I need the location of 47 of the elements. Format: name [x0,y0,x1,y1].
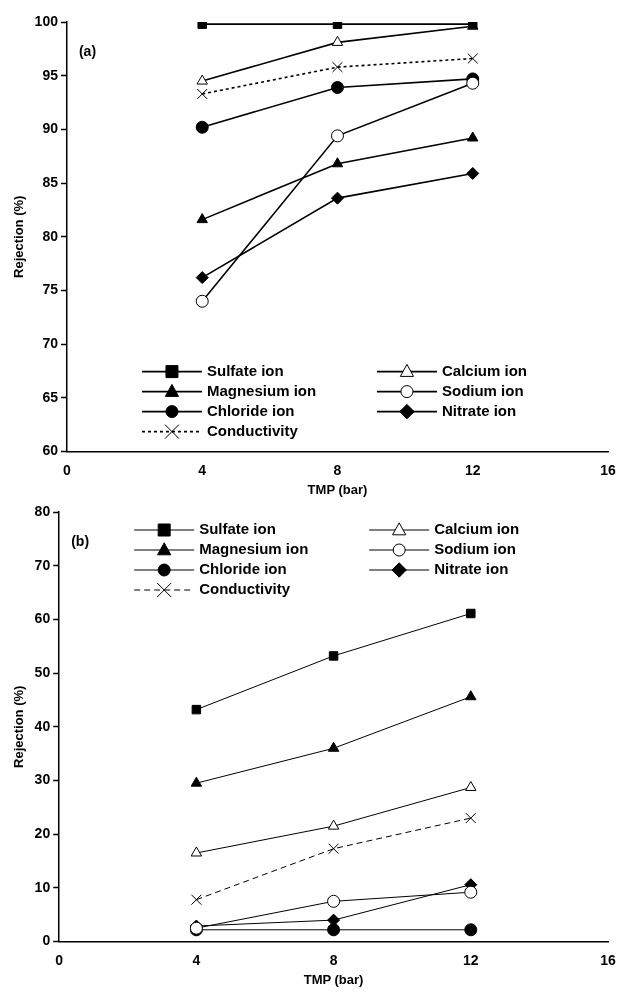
legend-label: Calcium ion [441,361,527,379]
y-tick-label: 70 [34,556,51,573]
y-tick-label: 40 [34,717,51,734]
x-axis-title: TMP (bar) [307,481,368,497]
x-tick-label: 8 [333,461,342,478]
x-tick-label: 4 [198,461,207,478]
legend-label: Sulfate ion [206,361,284,379]
legend-label: Magnesium ion [206,381,317,399]
legend-label: Nitrate ion [434,560,509,578]
x-tick-label: 16 [600,461,616,478]
legend-label: Conductivity [206,421,299,439]
legend-label: Magnesium ion [199,540,309,558]
x-tick-label: 16 [600,951,616,968]
x-tick-label: 12 [464,461,481,478]
x-tick-label: 12 [463,951,479,968]
y-tick-label: 90 [42,120,59,137]
y-tick-label: 30 [34,771,51,788]
y-tick-label: 75 [42,281,59,298]
y-tick-label: 60 [34,610,51,627]
legend-label: Sulfate ion [199,520,276,538]
legend-label: Calcium ion [434,520,520,538]
y-tick-label: 10 [34,878,51,895]
y-tick-label: 80 [42,227,59,244]
legend-label: Chloride ion [206,401,295,419]
y-tick-label: 80 [34,502,51,519]
y-tick-label: 50 [34,663,51,680]
y-tick-label: 85 [42,173,59,190]
y-axis-title: Rejection (%) [11,685,27,768]
y-tick-label: 95 [42,66,59,83]
y-tick-label: 100 [34,12,59,29]
legend-label: Sodium ion [441,381,524,399]
y-tick-label: 70 [42,335,59,352]
x-axis-title: TMP (bar) [303,971,364,987]
legend-label: Conductivity [199,580,291,598]
y-tick-label: 20 [34,825,51,842]
legend-label: Chloride ion [199,560,287,578]
x-tick-label: 4 [192,951,201,968]
y-tick-label: 0 [42,932,51,949]
legend-label: Sodium ion [434,540,516,558]
annotation: (a) [78,42,97,59]
y-tick-label: 60 [42,442,59,459]
y-axis-title: Rejection (%) [11,195,27,278]
y-tick-label: 65 [42,388,59,405]
x-tick-label: 8 [329,951,338,968]
legend-label: Nitrate ion [441,401,517,419]
x-tick-label: 0 [63,461,72,478]
annotation: (b) [71,532,90,549]
